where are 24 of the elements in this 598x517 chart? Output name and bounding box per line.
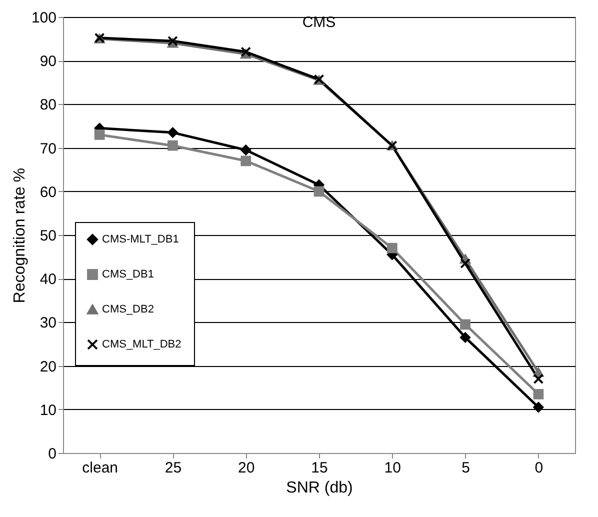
legend-label: CMS-MLT_DB1 — [102, 234, 179, 246]
x-tick-label: 5 — [462, 460, 470, 476]
x-tick-label: 15 — [311, 460, 328, 476]
y-tick-label: 30 — [40, 314, 56, 332]
x-tick-label: clean — [82, 460, 118, 476]
legend-label: CMS_MLT_DB2 — [102, 338, 182, 350]
y-tick-label: 10 — [40, 402, 56, 419]
x-axis-title: SNR (db) — [286, 480, 353, 496]
y-tick-label: 100 — [31, 10, 56, 26]
y-tick-label: 40 — [40, 271, 56, 288]
y-tick-label: 80 — [40, 96, 56, 114]
x-tick-label: 20 — [238, 460, 255, 476]
y-tick-label: 70 — [40, 140, 56, 158]
x-tick-label: 25 — [164, 460, 182, 476]
legend-label: CMS_DB1 — [102, 268, 154, 280]
y-tick-label: 0 — [48, 446, 56, 462]
y-tick-label: 20 — [40, 358, 56, 376]
y-axis-title: Recognition rate % — [11, 168, 28, 304]
legend-label: CMS_DB2 — [102, 304, 154, 316]
x-tick-label: 0 — [534, 460, 544, 476]
y-tick-label: 90 — [40, 53, 56, 70]
x-tick-label: 10 — [384, 460, 401, 476]
y-tick-label: 50 — [40, 228, 56, 244]
y-tick-label: 60 — [40, 184, 56, 201]
